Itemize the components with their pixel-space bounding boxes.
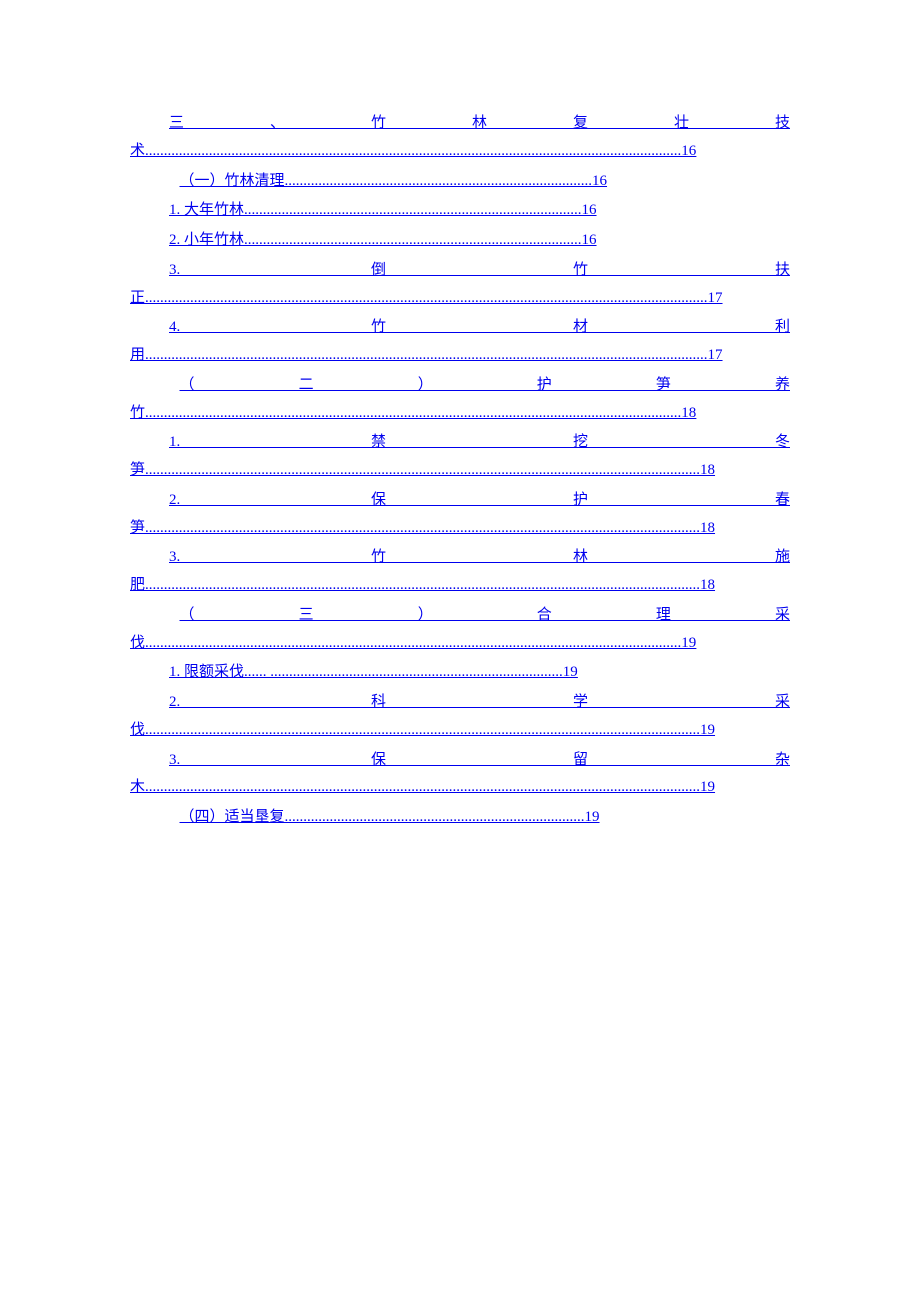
toc-entry[interactable]: 2. 科学采伐.................................… xyxy=(130,689,790,745)
toc-entry[interactable]: 1. 大年竹林.................................… xyxy=(130,197,790,225)
toc-link[interactable]: 3. 保留杂木.................................… xyxy=(130,752,790,796)
toc-link[interactable]: 1. 限额采伐...... ..........................… xyxy=(169,664,578,680)
toc-link[interactable]: 2. 保护春笋.................................… xyxy=(130,492,790,536)
table-of-contents: 三、竹林复壮技术................................… xyxy=(130,110,790,832)
toc-link[interactable]: 2. 科学采伐.................................… xyxy=(130,694,790,738)
toc-entry[interactable]: （四）适当垦复.................................… xyxy=(130,804,790,832)
toc-link[interactable]: （四）适当垦复.................................… xyxy=(180,809,600,825)
toc-link[interactable]: 1. 大年竹林.................................… xyxy=(169,202,597,218)
toc-entry[interactable]: 1. 限额采伐...... ..........................… xyxy=(130,659,790,687)
toc-link[interactable]: （三）合理采伐.................................… xyxy=(130,607,790,651)
toc-entry[interactable]: 3. 倒竹扶正.................................… xyxy=(130,257,790,313)
toc-link[interactable]: （二）护笋养竹.................................… xyxy=(130,377,790,421)
toc-entry[interactable]: （二）护笋养竹.................................… xyxy=(130,372,790,428)
toc-link[interactable]: 2. 小年竹林.................................… xyxy=(169,232,597,248)
toc-entry[interactable]: 三、竹林复壮技术................................… xyxy=(130,110,790,166)
toc-link[interactable]: （一）竹林清理.................................… xyxy=(180,173,608,189)
toc-link[interactable]: 4. 竹材利用.................................… xyxy=(130,319,790,363)
toc-entry[interactable]: （一）竹林清理.................................… xyxy=(130,168,790,196)
toc-entry[interactable]: 2. 保护春笋.................................… xyxy=(130,487,790,543)
toc-entry[interactable]: （三）合理采伐.................................… xyxy=(130,602,790,658)
toc-link[interactable]: 3. 竹林施肥.................................… xyxy=(130,549,790,593)
toc-entry[interactable]: 4. 竹材利用.................................… xyxy=(130,314,790,370)
toc-link[interactable]: 三、竹林复壮技术................................… xyxy=(130,115,790,159)
toc-link[interactable]: 1. 禁挖冬笋.................................… xyxy=(130,434,790,478)
toc-entry[interactable]: 2. 小年竹林.................................… xyxy=(130,227,790,255)
toc-entry[interactable]: 3. 保留杂木.................................… xyxy=(130,747,790,803)
toc-entry[interactable]: 3. 竹林施肥.................................… xyxy=(130,544,790,600)
toc-link[interactable]: 3. 倒竹扶正.................................… xyxy=(130,262,790,306)
toc-entry[interactable]: 1. 禁挖冬笋.................................… xyxy=(130,429,790,485)
page-content: 三、竹林复壮技术................................… xyxy=(0,0,920,894)
